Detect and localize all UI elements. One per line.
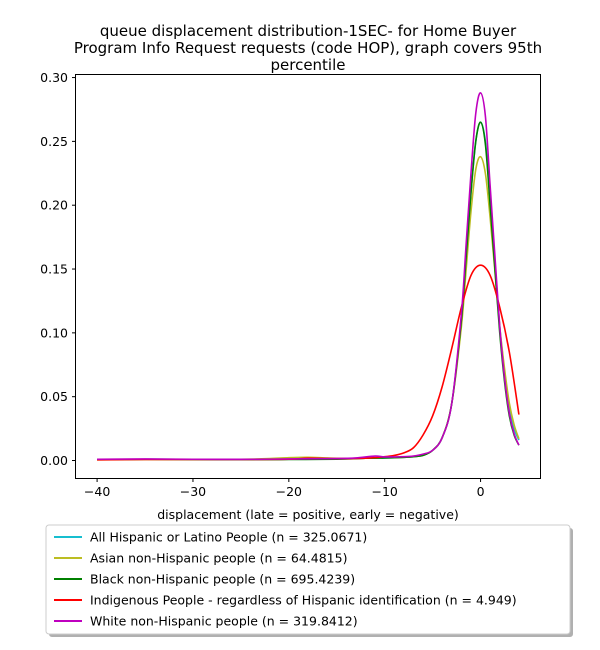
chart-title-line-2: Program Info Request requests (code HOP)… <box>74 39 542 57</box>
series-line-1 <box>97 155 520 461</box>
chart-title: queue displacement distribution-1SEC- fo… <box>74 22 542 74</box>
x-tick-label: −10 <box>371 484 397 499</box>
chart-title-line-3: percentile <box>270 56 345 74</box>
y-tick-label: 0.10 <box>40 325 68 340</box>
y-tick-label: 0.15 <box>40 262 68 277</box>
y-tick-label: 0.00 <box>40 453 68 468</box>
legend-label: Indigenous People - regardless of Hispan… <box>90 593 517 608</box>
x-tick-label: −40 <box>84 484 110 499</box>
legend-label: Asian non-Hispanic people (n = 64.4815) <box>90 551 347 566</box>
legend: All Hispanic or Latino People (n = 325.0… <box>45 524 573 637</box>
series-line-0 <box>97 121 520 461</box>
legend-label: Black non-Hispanic people (n = 695.4239) <box>90 572 355 587</box>
x-axis: −40 −30 −20 −10 0 <box>84 478 485 499</box>
series-line-3 <box>97 264 520 461</box>
series-line-4 <box>97 92 520 461</box>
y-tick-label: 0.25 <box>40 134 68 149</box>
x-axis-label: displacement (late = positive, early = n… <box>157 507 459 522</box>
plot-area <box>75 74 541 479</box>
y-axis: 0.00 0.05 0.10 0.15 0.20 0.25 0.30 <box>40 70 76 468</box>
y-tick-label: 0.30 <box>40 70 68 85</box>
series-line-2 <box>97 121 520 461</box>
x-tick-label: −30 <box>180 484 206 499</box>
series-layer <box>97 92 520 461</box>
legend-label: White non-Hispanic people (n = 319.8412) <box>90 614 358 629</box>
legend-box <box>45 524 571 635</box>
x-tick-label: 0 <box>477 484 485 499</box>
legend-label: All Hispanic or Latino People (n = 325.0… <box>90 530 367 545</box>
plot-frame <box>75 74 541 479</box>
y-tick-label: 0.20 <box>40 198 68 213</box>
y-tick-label: 0.05 <box>40 389 68 404</box>
x-tick-label: −20 <box>276 484 302 499</box>
chart-title-line-1: queue displacement distribution-1SEC- fo… <box>100 22 517 40</box>
